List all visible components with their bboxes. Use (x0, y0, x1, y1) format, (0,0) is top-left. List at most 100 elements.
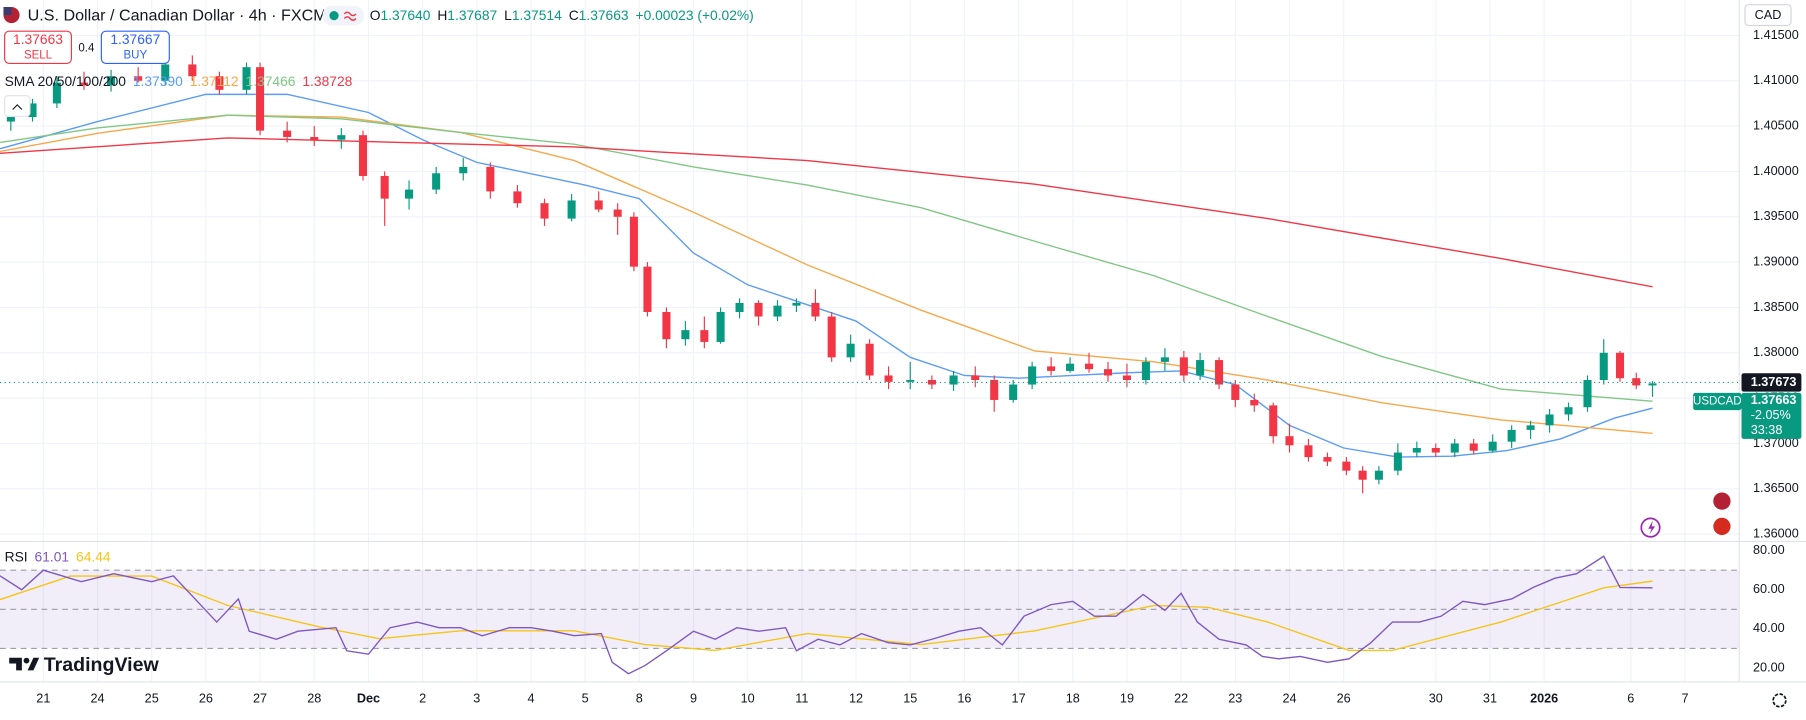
candle-body (1179, 357, 1188, 376)
x-tick-label: 2 (419, 692, 426, 706)
candle-body (1141, 361, 1150, 381)
x-tick-label: 10 (741, 692, 755, 706)
brand: TradingView (44, 654, 160, 676)
candle-body (1583, 380, 1592, 408)
sma-line (0, 137, 1653, 288)
collapse-icon (12, 104, 23, 110)
x-tick-label: 28 (307, 692, 321, 706)
rsi-ma-value: 64.44 (76, 548, 111, 564)
candle-body (1469, 443, 1478, 451)
sma-value: 1.37466 (246, 73, 296, 89)
candle-body (613, 209, 622, 217)
sma-value: 1.37112 (190, 73, 239, 89)
status-pill[interactable] (322, 5, 364, 26)
price-line-label-bg (1741, 373, 1802, 392)
x-tick-label: 27 (253, 692, 267, 706)
sma-line (0, 93, 1653, 458)
x-tick-label: 15 (903, 692, 917, 706)
axes: 1.41500 1.41000 1.40500 1.40000 1.39500 1.390… (36, 28, 1802, 706)
ohlc-label: C (569, 7, 579, 23)
market-open-dot (329, 11, 339, 21)
x-tick-label: 18 (1066, 692, 1080, 706)
candle-body (1393, 452, 1402, 471)
x-tick-label: 17 (1012, 692, 1026, 706)
rsi-tick-label: 40.00 (1753, 621, 1785, 635)
candle-body (188, 64, 197, 77)
x-tick-label: 9 (690, 692, 697, 706)
x-tick-label: 4 (527, 692, 534, 706)
candle-body (283, 130, 292, 137)
x-tick-label: 31 (1483, 692, 1497, 706)
candle-body (1632, 378, 1641, 386)
last-price: 1.37663 (1751, 393, 1797, 407)
symbol-flag-canton (3, 6, 12, 16)
candle-body (949, 375, 958, 385)
brand-logo (9, 657, 22, 671)
candle-body (1009, 384, 1018, 400)
rsi-label: RSI (5, 548, 28, 564)
x-tick-label: Dec (357, 692, 380, 706)
countdown: 33:38 (1751, 423, 1783, 437)
candle-body (1160, 357, 1169, 362)
sma-legend: SMA 20/50/100/200 1.37390 1.37112 1.37466 1.… (5, 73, 353, 89)
spread: 0.4 (78, 42, 95, 54)
candle-body (1358, 470, 1367, 480)
candle-body (1488, 441, 1497, 451)
candle-body (846, 343, 855, 358)
candle-body (215, 76, 224, 90)
x-tick-label: 19 (1120, 692, 1134, 706)
x-tick-label: 8 (636, 692, 643, 706)
candle-body (161, 64, 170, 81)
brand-logo-dot (23, 657, 30, 664)
settings-icon[interactable] (1772, 693, 1787, 708)
candle-body (1047, 366, 1056, 371)
candle-body (927, 380, 936, 385)
y-tick-label: 1.39000 (1753, 254, 1799, 268)
candle-body (792, 302, 801, 306)
candle-body (486, 166, 495, 192)
candle-body (1250, 399, 1259, 406)
candle-body (754, 302, 763, 317)
candle-body (1599, 352, 1608, 381)
collapse-button[interactable] (4, 95, 31, 117)
candle-body (513, 191, 522, 204)
x-tick-label: 24 (90, 692, 104, 706)
candle-body (28, 103, 37, 118)
candle-body (865, 343, 874, 376)
price-line-label: 1.37673 (1751, 375, 1797, 389)
candle-body (1450, 443, 1459, 453)
candle-body (52, 82, 61, 104)
candle-body (1231, 384, 1240, 400)
candle-body (6, 117, 15, 122)
buy-label: BUY (124, 49, 148, 61)
us-event-flag[interactable] (1712, 491, 1732, 511)
candle-body (79, 82, 89, 86)
symbol-label-bg (1693, 392, 1742, 411)
ca-event-flag[interactable] (1712, 516, 1732, 537)
candle-body (405, 189, 414, 199)
ohlc-change: +0.00023 (+0.02%) (636, 7, 754, 23)
buy-button[interactable] (100, 30, 170, 64)
ohlc-value: 1.37687 (447, 7, 497, 23)
currency-button[interactable] (1744, 4, 1792, 26)
candle-body (594, 200, 603, 210)
rsi-tick-label: 60.00 (1753, 582, 1785, 596)
rsi-line (0, 555, 1653, 675)
candle-body (567, 200, 576, 219)
candle-body (380, 175, 389, 199)
candle-body (884, 375, 893, 382)
candle-body (735, 302, 744, 312)
candle-body (1215, 360, 1224, 385)
events-bolt (1648, 520, 1656, 535)
candle-body (811, 302, 820, 317)
candle-body (1323, 457, 1332, 462)
ohlc-label: H (437, 7, 447, 23)
sell-button[interactable] (4, 30, 72, 64)
brand-logo-slash (27, 657, 40, 671)
y-tick-label: 1.39500 (1753, 209, 1799, 223)
x-tick-label: 3 (473, 692, 480, 706)
candle-body (540, 203, 549, 219)
candle-body (1304, 445, 1313, 458)
candle-body (1342, 461, 1351, 471)
